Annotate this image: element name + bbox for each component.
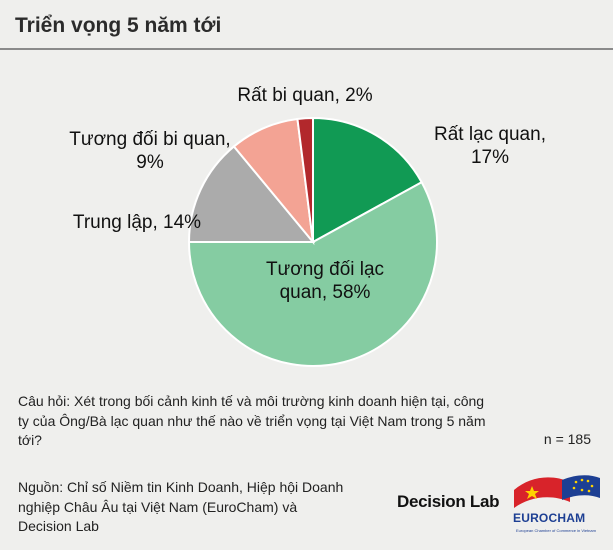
slice-label-3: Tương đối bi quan, 9% — [69, 129, 230, 173]
eurocham-wordmark: EUROCHAM — [513, 511, 586, 525]
survey-question: Câu hỏi: Xét trong bối cảnh kinh tế và m… — [18, 393, 486, 448]
decision-lab-logo: Decision Lab — [397, 492, 500, 511]
pie-slice-2 — [187, 145, 316, 243]
title-divider — [0, 48, 613, 50]
slice-label-line: Tương đối lạc — [266, 259, 384, 280]
pie-slice-0 — [312, 116, 424, 244]
slice-label-1: Tương đối lạc quan, 58% — [266, 259, 384, 303]
eurocham-subtext: European Chamber of Commerce in Vietnam — [516, 528, 596, 533]
source-note: Nguồn: Chỉ số Niềm tin Kinh Doanh, Hiệp … — [18, 479, 344, 534]
pie-slice-4 — [296, 116, 314, 243]
slice-label-line: Rất bi quan, 2% — [237, 85, 372, 106]
slice-label-line: quan, 58% — [280, 282, 371, 303]
chart-title: Triển vọng 5 năm tới — [15, 14, 222, 37]
slice-label-2: Trung lập, 14% — [73, 212, 201, 233]
pie-chart: Rất lạc quan, 17% Tương đối lạc quan, 58% Tr… — [69, 85, 546, 367]
slice-label-line: 17% — [471, 147, 509, 168]
slice-label-line: 9% — [136, 152, 164, 173]
eurocham-flag-icon — [514, 475, 600, 508]
sample-size: n = 185 — [543, 431, 591, 447]
slice-label-line: Trung lập, 14% — [73, 212, 201, 233]
slice-label-4: Rất bi quan, 2% — [237, 85, 372, 106]
pie-slice-1 — [187, 180, 438, 367]
slice-label-line: Rất lạc quan, — [434, 124, 546, 145]
slice-label-0: Rất lạc quan, 17% — [434, 124, 546, 168]
slice-label-line: Tương đối bi quan, — [69, 129, 230, 150]
